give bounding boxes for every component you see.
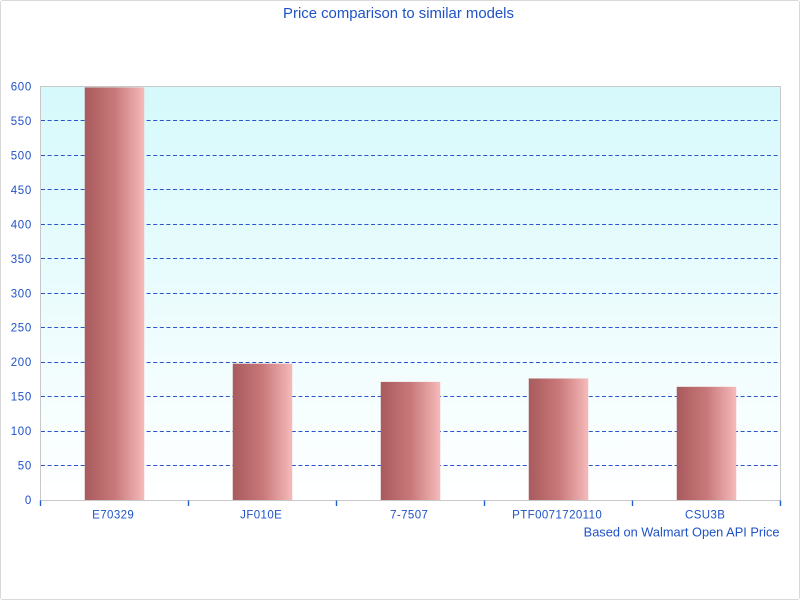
svg-text:E70329: E70329 — [92, 509, 134, 521]
svg-text:50: 50 — [18, 461, 32, 473]
svg-text:550: 550 — [11, 116, 32, 128]
svg-text:150: 150 — [11, 392, 32, 404]
svg-text:JF010E: JF010E — [240, 509, 282, 521]
svg-text:300: 300 — [11, 288, 32, 300]
svg-text:Based on Walmart Open API Pric: Based on Walmart Open API Price — [584, 524, 780, 539]
svg-text:450: 450 — [11, 185, 32, 197]
svg-text:PTF0071720110: PTF0071720110 — [512, 509, 602, 521]
svg-text:CSU3B: CSU3B — [685, 509, 725, 521]
svg-text:500: 500 — [11, 150, 32, 162]
svg-text:250: 250 — [11, 323, 32, 335]
svg-text:100: 100 — [11, 426, 32, 438]
svg-text:0: 0 — [25, 495, 32, 507]
svg-text:7-7507: 7-7507 — [390, 509, 428, 521]
svg-text:350: 350 — [11, 254, 32, 266]
svg-text:600: 600 — [11, 82, 32, 94]
svg-text:400: 400 — [11, 219, 32, 231]
svg-text:200: 200 — [11, 357, 32, 369]
svg-text:Price comparison to similar mo: Price comparison to similar models — [283, 6, 514, 22]
